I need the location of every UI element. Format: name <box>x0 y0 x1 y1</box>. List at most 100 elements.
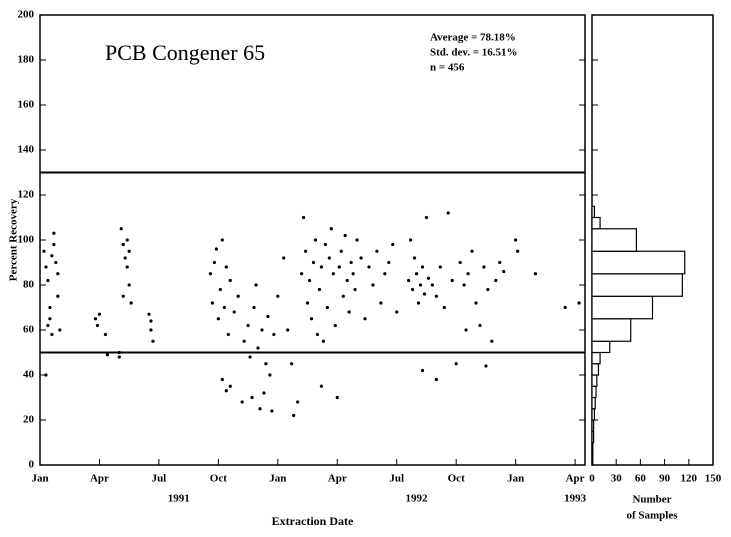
x-tick-label: Jan <box>31 473 48 485</box>
point <box>248 355 252 359</box>
point <box>52 242 56 247</box>
point <box>268 373 272 377</box>
y-tick-label: 200 <box>18 9 35 21</box>
x-tick-label: Oct <box>448 473 465 485</box>
hist-bar <box>591 385 597 399</box>
x-tick-label: Jan <box>269 473 286 485</box>
hist-bar <box>591 363 600 376</box>
point <box>56 272 60 276</box>
point <box>438 265 442 269</box>
point <box>345 278 349 283</box>
point <box>359 256 363 260</box>
x-year-label: 1993 <box>564 493 587 505</box>
y-tick-label: 0 <box>29 459 35 471</box>
point <box>121 294 125 298</box>
x-year-label: 1992 <box>406 493 429 505</box>
point <box>46 278 50 283</box>
point <box>220 377 224 382</box>
hist-bar <box>591 396 596 410</box>
point <box>422 292 427 296</box>
x-tick-label: Oct <box>210 473 227 485</box>
point <box>335 395 339 400</box>
hist-bar <box>591 430 595 444</box>
point <box>331 272 335 276</box>
point <box>498 260 502 265</box>
y-tick-label: 180 <box>18 54 35 66</box>
point <box>264 362 268 366</box>
point <box>46 323 50 328</box>
point <box>494 278 498 283</box>
point <box>95 323 100 328</box>
point <box>458 260 462 265</box>
point <box>286 328 290 332</box>
point <box>514 238 518 242</box>
x-axis-label: of Samples <box>626 510 678 522</box>
point <box>313 238 318 242</box>
x-axis-label: Extraction Date <box>272 514 354 528</box>
point <box>50 332 54 337</box>
point <box>412 256 417 260</box>
point <box>484 364 488 368</box>
point <box>442 305 446 310</box>
point <box>482 265 486 269</box>
point <box>329 227 333 231</box>
point <box>420 265 425 269</box>
annotation: Average = 78.18% <box>430 32 516 44</box>
point <box>290 362 294 366</box>
x-tick-label: Apr <box>90 473 109 485</box>
point <box>210 301 215 305</box>
point <box>208 272 213 276</box>
point <box>470 249 474 253</box>
point <box>52 231 56 235</box>
point <box>296 400 300 404</box>
hist-bar <box>591 205 596 219</box>
point <box>228 278 232 283</box>
point <box>149 319 153 323</box>
point <box>454 362 458 366</box>
hist-bar <box>591 273 683 297</box>
y-axis-label: Percent Recovery <box>8 198 20 281</box>
y-tick-label: 40 <box>23 369 35 381</box>
hist-bar <box>591 351 601 365</box>
point <box>226 332 230 337</box>
point <box>414 272 419 276</box>
point <box>42 249 46 253</box>
x-axis-label: Number <box>632 494 671 506</box>
point <box>54 260 58 265</box>
point <box>44 373 48 377</box>
point <box>387 260 391 265</box>
point <box>486 287 490 292</box>
x-tick-label: Apr <box>566 473 585 485</box>
point <box>391 242 395 247</box>
point <box>149 328 153 332</box>
point <box>48 317 52 321</box>
point <box>434 294 438 298</box>
point <box>307 278 312 283</box>
point <box>240 400 244 404</box>
hist-bar <box>591 250 686 275</box>
point <box>502 269 506 274</box>
x-tick-label: 30 <box>611 473 623 485</box>
point <box>409 238 413 242</box>
y-tick-label: 20 <box>23 414 35 426</box>
hist-bar <box>591 295 654 320</box>
point <box>127 283 131 287</box>
point <box>276 294 280 298</box>
point <box>410 287 415 292</box>
point <box>252 305 256 310</box>
point <box>490 339 494 343</box>
point <box>123 256 127 260</box>
point <box>446 211 450 215</box>
annotation: Std. dev. = 16.51% <box>430 47 518 59</box>
point <box>315 332 320 337</box>
point <box>371 283 375 287</box>
point <box>212 260 216 265</box>
y-tick-label: 140 <box>18 144 35 156</box>
point <box>430 283 434 287</box>
x-tick-label: Jul <box>389 473 404 485</box>
x-tick-label: 120 <box>681 473 698 485</box>
point <box>323 242 327 247</box>
y-tick-label: 80 <box>23 279 35 291</box>
point <box>93 317 98 321</box>
